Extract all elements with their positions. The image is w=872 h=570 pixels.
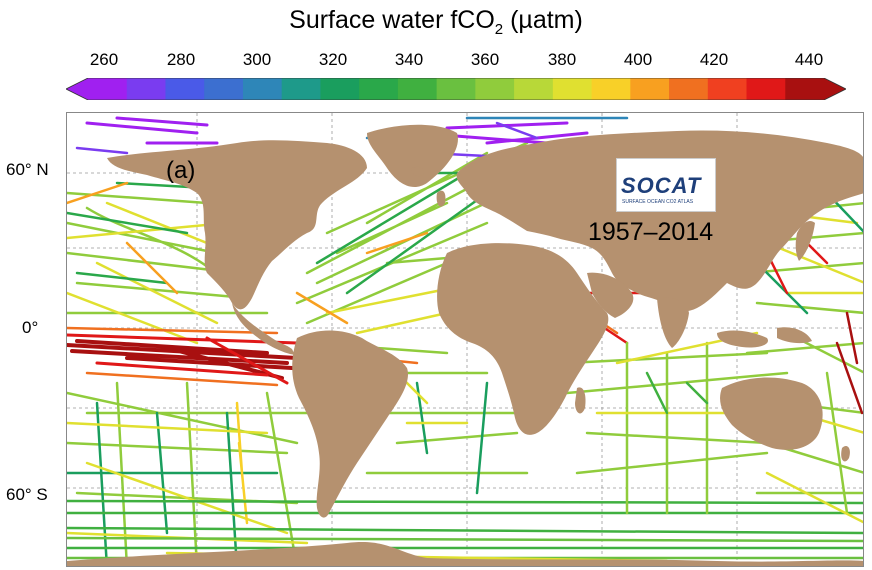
colorbar-segment	[281, 78, 321, 100]
colorbar-max-arrow	[824, 78, 846, 100]
colorbar-segment	[242, 78, 283, 100]
figure-title: Surface water fCO2 (µatm)	[0, 6, 872, 38]
colorbar	[66, 78, 846, 100]
lat-label-equator: 0°	[22, 318, 39, 337]
panel-label: (a)	[166, 157, 196, 184]
colorbar-tick: 340	[394, 50, 424, 69]
title-subscript: 2	[494, 21, 504, 38]
colorbar-segment	[669, 78, 709, 100]
colorbar-tick: 280	[166, 50, 196, 69]
map-canvas	[67, 113, 863, 566]
colorbar-min-arrow	[66, 78, 88, 100]
colorbar-segment	[630, 78, 670, 100]
colorbar-segment	[320, 78, 360, 100]
colorbar-tick: 440	[794, 50, 824, 69]
colorbar-tick: 300	[242, 50, 272, 69]
lat-label-60n: 60° N	[6, 160, 49, 179]
colorbar-segment	[591, 78, 631, 100]
land-masses	[67, 124, 863, 566]
logo-text: SOCAT	[621, 173, 702, 198]
year-range: 1957–2014	[588, 218, 714, 246]
colorbar-tick: 380	[547, 50, 577, 69]
colorbar-ticks: 260 280 300 320 340 360 380 400 420 440	[0, 50, 872, 74]
colorbar-segment	[397, 78, 438, 100]
colorbar-segment	[475, 78, 515, 100]
colorbar-segment	[785, 78, 825, 100]
colorbar-tick: 420	[699, 50, 729, 69]
colorbar-segment	[88, 78, 128, 100]
colorbar-segment	[204, 78, 244, 100]
colorbar-segment	[707, 78, 748, 100]
colorbar-segment	[746, 78, 786, 100]
title-unit: (µatm)	[503, 6, 583, 34]
title-main: Surface water fCO	[289, 6, 495, 34]
colorbar-segment	[359, 78, 399, 100]
world-map	[66, 112, 864, 567]
colorbar-tick: 320	[318, 50, 348, 69]
colorbar-tick: 360	[470, 50, 500, 69]
colorbar-segment	[514, 78, 554, 100]
colorbar-segment	[126, 78, 166, 100]
colorbar-segment	[436, 78, 476, 100]
colorbar-tick: 260	[89, 50, 119, 69]
socat-logo: SOCAT SURFACE OCEAN CO2 ATLAS	[616, 158, 716, 212]
logo-subtitle: SURFACE OCEAN CO2 ATLAS	[622, 199, 694, 205]
colorbar-segment	[552, 78, 593, 100]
lat-label-60s: 60° S	[6, 485, 48, 504]
colorbar-tick: 400	[623, 50, 653, 69]
colorbar-segment	[165, 78, 205, 100]
